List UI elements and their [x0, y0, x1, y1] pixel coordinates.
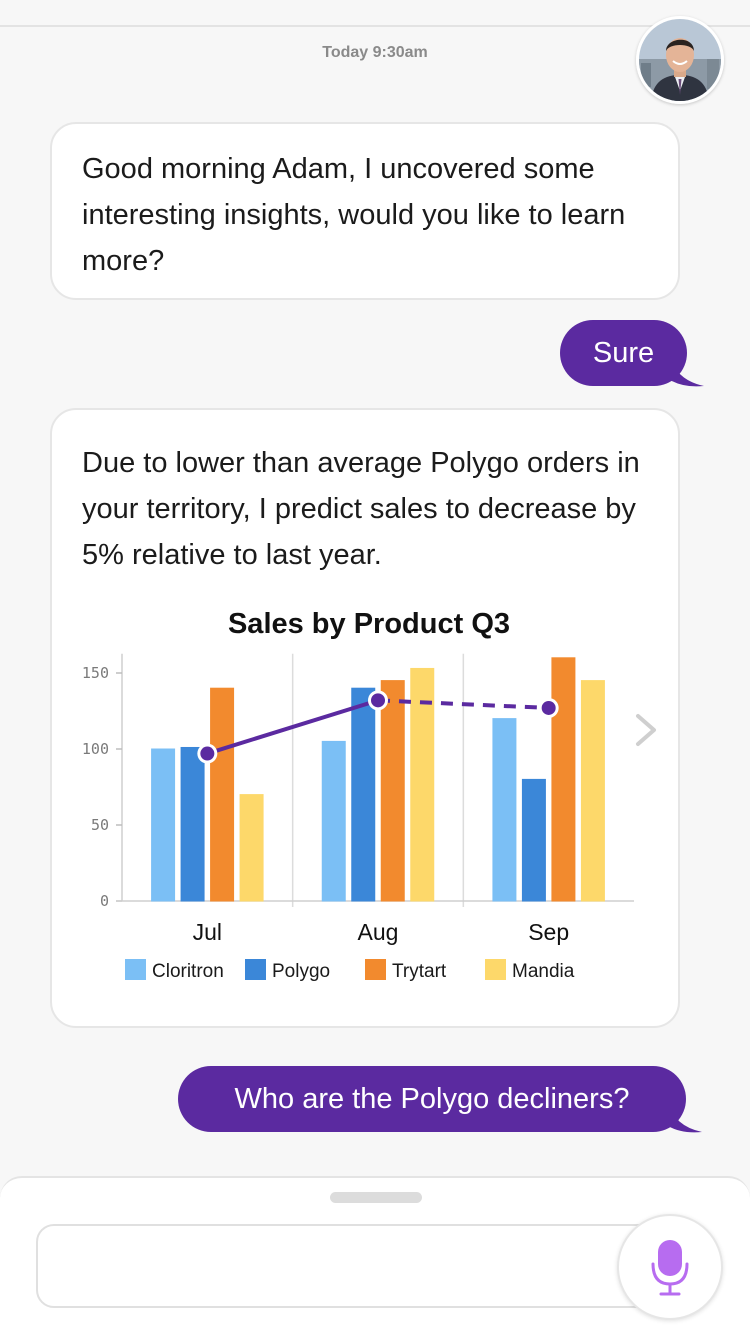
- drag-handle[interactable]: [330, 1192, 422, 1203]
- user-message-bubble: Sure: [560, 320, 687, 386]
- trend-point: [371, 693, 385, 708]
- top-divider: [0, 25, 750, 27]
- y-tick-label: 50: [91, 816, 109, 834]
- bubble-tail-icon: [670, 356, 704, 387]
- legend-label: Polygo: [272, 961, 330, 982]
- user-message-bubble: Who are the Polygo decliners?: [178, 1066, 686, 1132]
- bar-trytart: [210, 687, 235, 902]
- trend-line-segment: [206, 698, 379, 756]
- bot-message-text: Due to lower than average Polygo orders …: [82, 447, 640, 571]
- bar-trytart: [380, 680, 405, 902]
- chevron-right-icon[interactable]: [630, 710, 662, 750]
- bot-message-bubble: Good morning Adam, I uncovered some inte…: [50, 122, 680, 300]
- bubble-tail-icon: [668, 1102, 702, 1133]
- legend-swatch: [245, 959, 266, 980]
- y-tick-label: 150: [82, 664, 109, 682]
- chart-title: Sales by Product Q3: [227, 608, 511, 640]
- x-tick-label: Aug: [358, 919, 399, 945]
- y-tick-label: 0: [100, 892, 109, 910]
- bar-cloritron: [492, 718, 517, 902]
- microphone-icon: [651, 1240, 689, 1296]
- message-timestamp: Today 9:30am: [322, 44, 428, 61]
- bar-polygo: [351, 687, 376, 902]
- bar-mandia: [410, 667, 435, 902]
- avatar[interactable]: [636, 16, 724, 104]
- sales-chart[interactable]: Sales by Product Q3 0 50 100 150 Jul Aug Sep Cl…: [50, 600, 680, 1020]
- bar-cloritron: [151, 748, 176, 902]
- bar-cloritron: [321, 740, 346, 902]
- legend-label: Trytart: [392, 961, 447, 982]
- x-tick-label: Jul: [193, 919, 222, 945]
- y-tick-label: 100: [82, 740, 109, 758]
- user-photo-icon: [639, 19, 721, 101]
- bar-mandia: [239, 794, 264, 902]
- trend-line-segment: [377, 698, 549, 710]
- bar-mandia: [580, 680, 605, 902]
- user-message-text: Sure: [592, 336, 655, 369]
- bar-polygo: [521, 778, 546, 902]
- legend-swatch: [365, 959, 386, 980]
- trend-point: [541, 700, 556, 715]
- bar-polygo: [180, 746, 205, 902]
- bot-message-text: Good morning Adam, I uncovered some inte…: [82, 153, 626, 277]
- trend-point: [200, 746, 215, 761]
- legend-label: Mandia: [512, 961, 575, 982]
- legend-swatch: [485, 959, 506, 980]
- mic-button[interactable]: [617, 1214, 723, 1320]
- chart-svg: 0 50 100 150 Jul Aug Sep Cloritron Polygo Trytart…: [82, 653, 634, 982]
- user-message-text: Who are the Polygo decliners?: [234, 1082, 630, 1115]
- legend-swatch: [125, 959, 146, 980]
- message-input[interactable]: [36, 1224, 666, 1308]
- bar-trytart: [551, 657, 576, 902]
- x-tick-label: Sep: [528, 919, 569, 945]
- legend-label: Cloritron: [152, 961, 224, 982]
